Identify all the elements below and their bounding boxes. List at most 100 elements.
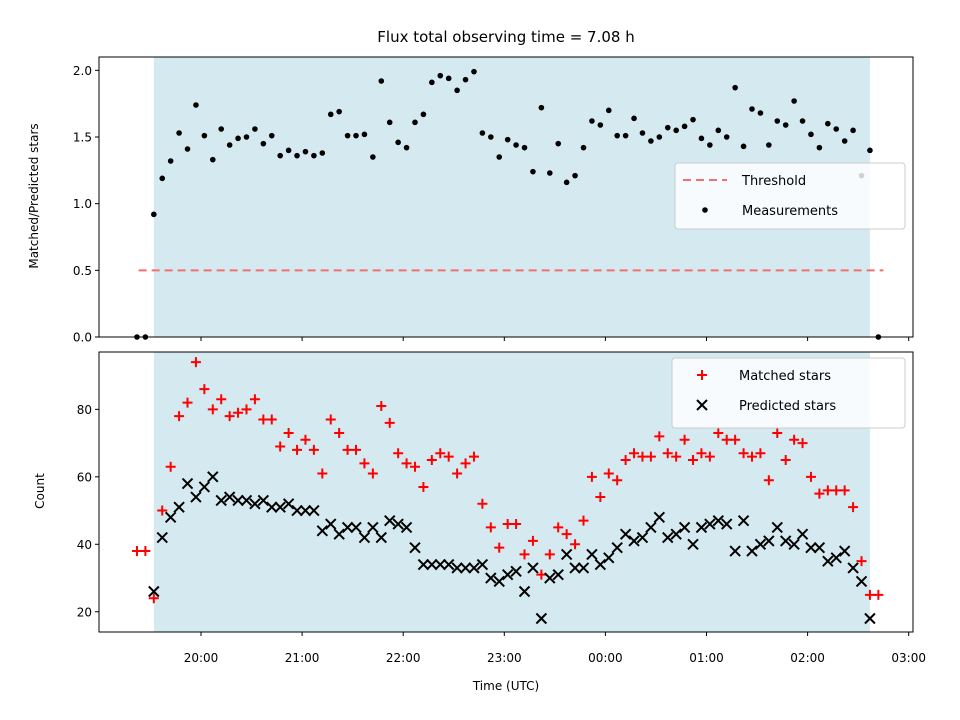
data-point bbox=[555, 140, 562, 147]
data-point bbox=[317, 468, 328, 479]
y-tick-label: 80 bbox=[77, 403, 92, 417]
data-point bbox=[442, 558, 455, 571]
series-1 bbox=[148, 471, 876, 625]
data-point bbox=[696, 448, 707, 459]
data-point bbox=[738, 448, 749, 459]
data-point bbox=[285, 147, 292, 154]
data-point bbox=[662, 448, 673, 459]
data-point bbox=[249, 394, 260, 405]
data-point bbox=[614, 132, 620, 139]
data-point bbox=[218, 126, 225, 132]
y-tick-label: 1.0 bbox=[73, 197, 92, 211]
data-point bbox=[740, 143, 747, 150]
legend-label: Threshold bbox=[741, 174, 806, 189]
data-point bbox=[664, 124, 671, 131]
data-point bbox=[454, 87, 460, 94]
data-point bbox=[409, 541, 421, 554]
data-point bbox=[678, 521, 691, 534]
y-tick-label: 1.5 bbox=[73, 131, 92, 145]
data-point bbox=[521, 144, 528, 151]
data-point bbox=[501, 568, 514, 581]
data-point bbox=[639, 130, 646, 136]
data-point bbox=[395, 139, 401, 146]
legend-marker bbox=[697, 370, 707, 380]
legend-marker bbox=[696, 399, 708, 411]
data-point bbox=[502, 519, 513, 530]
data-point bbox=[662, 531, 674, 544]
data-point bbox=[586, 548, 598, 561]
data-point bbox=[603, 552, 615, 564]
data-point bbox=[788, 538, 800, 550]
data-point bbox=[855, 575, 868, 588]
data-point bbox=[361, 131, 368, 138]
data-point bbox=[671, 451, 682, 462]
data-point bbox=[580, 144, 587, 151]
data-point bbox=[746, 545, 758, 557]
data-point bbox=[730, 434, 741, 445]
data-point bbox=[648, 138, 654, 144]
legend-box bbox=[674, 162, 906, 230]
data-point bbox=[401, 458, 412, 469]
data-point bbox=[653, 511, 666, 524]
data-point bbox=[645, 451, 656, 462]
data-point bbox=[645, 521, 657, 534]
data-point bbox=[563, 179, 570, 186]
data-point bbox=[435, 448, 446, 459]
data-point bbox=[131, 546, 142, 557]
data-point bbox=[451, 562, 463, 574]
data-point bbox=[721, 518, 733, 530]
data-point bbox=[805, 471, 816, 482]
data-point bbox=[182, 397, 193, 408]
data-point bbox=[299, 504, 312, 517]
data-point bbox=[791, 98, 797, 104]
data-point bbox=[611, 541, 623, 554]
data-point bbox=[856, 556, 867, 567]
data-point bbox=[476, 558, 489, 571]
data-point bbox=[690, 116, 696, 123]
y-tick-label: 20 bbox=[77, 605, 92, 619]
data-point bbox=[732, 84, 738, 91]
data-point bbox=[586, 471, 597, 482]
data-point bbox=[209, 156, 216, 163]
data-point bbox=[737, 514, 750, 527]
x-tick-label: 22:00 bbox=[386, 651, 421, 665]
data-point bbox=[384, 514, 396, 527]
bottom-panel: 20 40 60 80 20:00 21:00 22:00 23:00 00:00 01:00 02… bbox=[77, 351, 926, 665]
data-point bbox=[825, 120, 831, 127]
data-point bbox=[589, 118, 595, 124]
legend: Threshold Measurements bbox=[674, 162, 906, 230]
data-point bbox=[367, 468, 378, 479]
data-point bbox=[233, 407, 244, 418]
data-point bbox=[300, 434, 311, 445]
data-point bbox=[359, 458, 370, 469]
data-point bbox=[636, 531, 649, 544]
x-tick-label: 23:00 bbox=[487, 651, 522, 665]
data-point bbox=[782, 122, 789, 128]
data-point bbox=[707, 142, 713, 148]
data-point bbox=[140, 546, 151, 557]
data-point bbox=[275, 441, 286, 452]
data-point bbox=[830, 552, 842, 564]
data-point bbox=[833, 126, 840, 132]
chart-title: Flux total observing time = 7.08 h bbox=[377, 28, 634, 46]
y-tick-label: 60 bbox=[77, 470, 92, 484]
data-point bbox=[496, 154, 503, 160]
data-point bbox=[403, 144, 410, 151]
data-point bbox=[577, 562, 590, 574]
data-point bbox=[325, 518, 337, 530]
data-point bbox=[713, 427, 724, 438]
data-point bbox=[370, 154, 376, 160]
data-point bbox=[292, 444, 303, 455]
data-point bbox=[518, 585, 531, 598]
data-point bbox=[344, 132, 351, 139]
data-point bbox=[814, 488, 825, 499]
data-point bbox=[384, 417, 395, 428]
legend-label: Predicted stars bbox=[739, 399, 836, 414]
y-tick-label: 0.0 bbox=[73, 331, 92, 345]
data-point bbox=[527, 562, 539, 574]
data-point bbox=[386, 119, 393, 126]
data-point bbox=[268, 132, 275, 139]
data-point bbox=[553, 522, 564, 533]
data-point bbox=[654, 431, 665, 442]
legend: Matched stars Predicted stars bbox=[671, 357, 906, 429]
